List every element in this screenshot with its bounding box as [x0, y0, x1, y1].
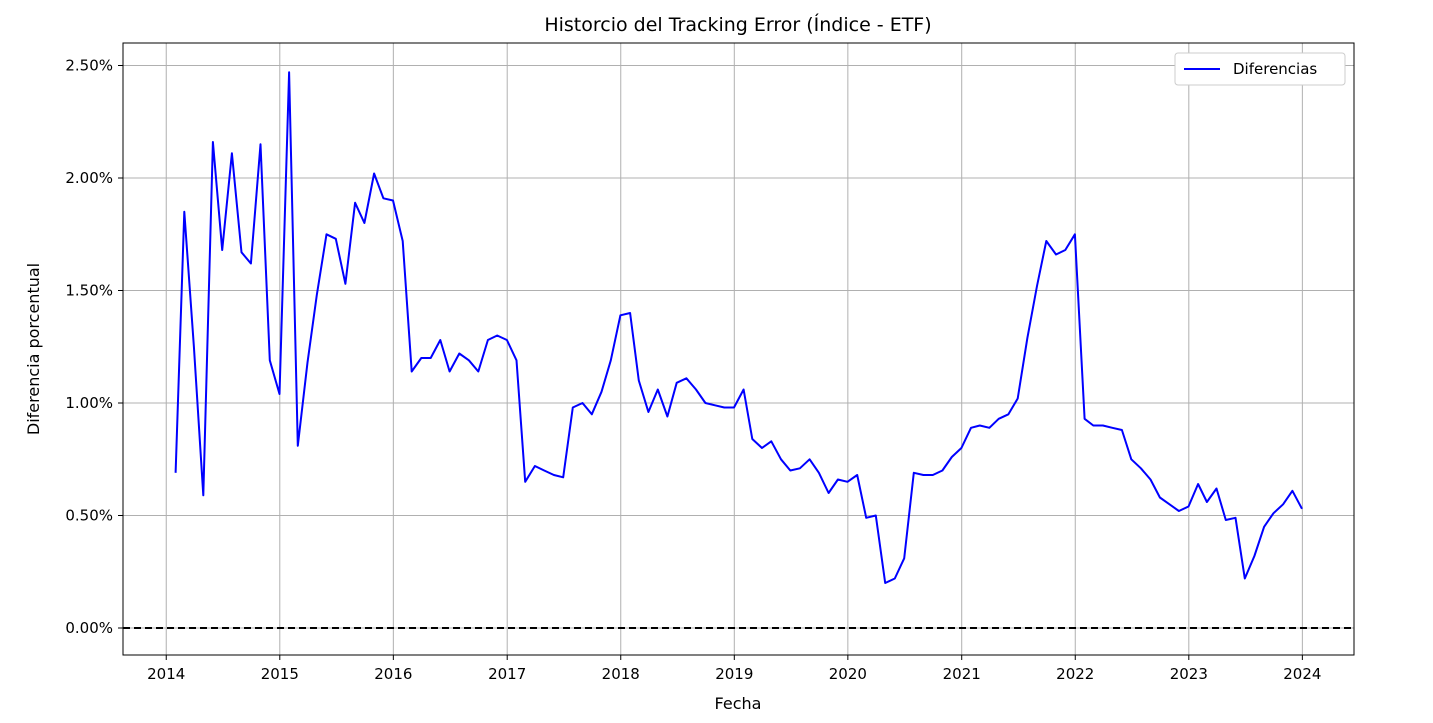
x-tick-label: 2021 [943, 665, 981, 683]
y-tick-label: 0.00% [65, 619, 113, 637]
y-tick-label: 1.00% [65, 394, 113, 412]
x-tick-label: 2016 [374, 665, 412, 683]
legend: Diferencias [1174, 52, 1346, 86]
y-tick-label: 2.50% [65, 57, 113, 75]
x-tick-label: 2023 [1170, 665, 1208, 683]
chart-title: Historcio del Tracking Error (Índice - E… [544, 13, 931, 36]
x-axis-title: Fecha [715, 694, 762, 713]
x-tick-label: 2015 [261, 665, 299, 683]
x-tick-label: 2022 [1056, 665, 1094, 683]
legend-box [1174, 52, 1346, 86]
x-axis-ticks: 2014 2015 2016 2017 2018 2019 2020 2021 2022 2023… [147, 655, 1321, 683]
series-line-diferencias [174, 71, 1303, 584]
x-tick-label: 2020 [829, 665, 867, 683]
y-tick-label: 1.50% [65, 282, 113, 300]
y-axis-ticks: 0.00% 0.50% 1.00% 1.50% 2.00% 2.50% [65, 57, 123, 637]
x-tick-label: 2018 [602, 665, 640, 683]
x-tick-label: 2017 [488, 665, 526, 683]
series-layer [174, 71, 1303, 584]
x-tick-label: 2014 [147, 665, 185, 683]
legend-label-diferencias: Diferencias [1233, 60, 1317, 78]
grid-lines [123, 43, 1354, 655]
y-tick-label: 2.00% [65, 169, 113, 187]
x-tick-label: 2019 [715, 665, 753, 683]
y-axis-title: Diferencia porcentual [24, 263, 43, 435]
y-tick-label: 0.50% [65, 507, 113, 525]
x-tick-label: 2024 [1283, 665, 1321, 683]
plot-area-frame [122, 42, 1355, 656]
